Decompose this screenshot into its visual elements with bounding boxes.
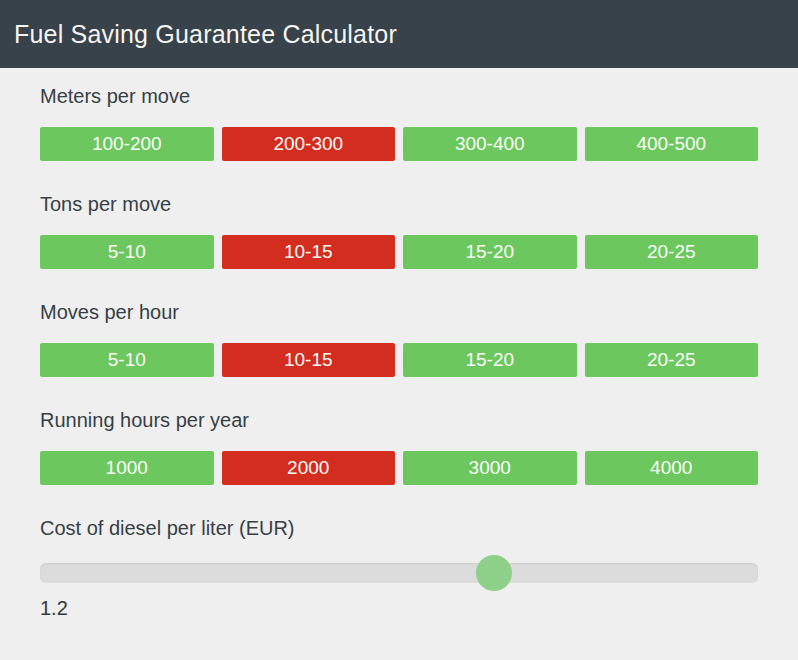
option-button[interactable]: 5-10 <box>40 235 214 269</box>
option-button[interactable]: 15-20 <box>403 235 577 269</box>
diesel-cost-slider-track[interactable] <box>40 563 758 583</box>
calculator-body: Meters per move 100-200 200-300 300-400 … <box>0 84 798 620</box>
app-header: Fuel Saving Guarantee Calculator <box>0 0 798 68</box>
section-label-diesel-cost: Cost of diesel per liter (EUR) <box>40 516 758 540</box>
option-button[interactable]: 20-25 <box>585 235 759 269</box>
option-group-moves-per-hour: 5-10 10-15 15-20 20-25 <box>40 343 758 377</box>
option-button[interactable]: 20-25 <box>585 343 759 377</box>
section-meters-per-move: Meters per move 100-200 200-300 300-400 … <box>40 84 758 161</box>
option-button[interactable]: 15-20 <box>403 343 577 377</box>
section-diesel-cost: Cost of diesel per liter (EUR) 1.2 <box>40 516 758 620</box>
option-button[interactable]: 200-300 <box>222 127 396 161</box>
diesel-cost-value: 1.2 <box>40 597 758 620</box>
page-title: Fuel Saving Guarantee Calculator <box>14 20 397 49</box>
option-group-tons-per-move: 5-10 10-15 15-20 20-25 <box>40 235 758 269</box>
section-running-hours-per-year: Running hours per year 1000 2000 3000 40… <box>40 408 758 485</box>
section-tons-per-move: Tons per move 5-10 10-15 15-20 20-25 <box>40 192 758 269</box>
option-button[interactable]: 3000 <box>403 451 577 485</box>
option-button[interactable]: 400-500 <box>585 127 759 161</box>
option-button[interactable]: 4000 <box>585 451 759 485</box>
option-button[interactable]: 300-400 <box>403 127 577 161</box>
option-button[interactable]: 1000 <box>40 451 214 485</box>
option-button[interactable]: 2000 <box>222 451 396 485</box>
section-label-tons-per-move: Tons per move <box>40 192 758 216</box>
option-group-meters-per-move: 100-200 200-300 300-400 400-500 <box>40 127 758 161</box>
option-group-running-hours-per-year: 1000 2000 3000 4000 <box>40 451 758 485</box>
section-label-moves-per-hour: Moves per hour <box>40 300 758 324</box>
option-button[interactable]: 10-15 <box>222 343 396 377</box>
option-button[interactable]: 10-15 <box>222 235 396 269</box>
option-button[interactable]: 5-10 <box>40 343 214 377</box>
section-label-meters-per-move: Meters per move <box>40 84 758 108</box>
diesel-cost-slider-handle[interactable] <box>476 555 512 591</box>
section-label-running-hours-per-year: Running hours per year <box>40 408 758 432</box>
section-moves-per-hour: Moves per hour 5-10 10-15 15-20 20-25 <box>40 300 758 377</box>
option-button[interactable]: 100-200 <box>40 127 214 161</box>
